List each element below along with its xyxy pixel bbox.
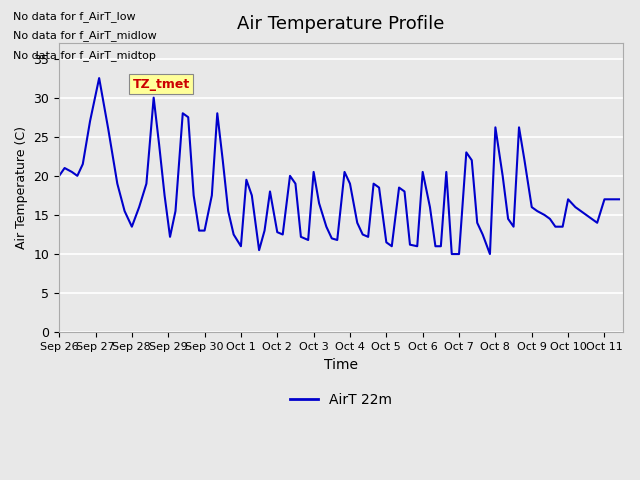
Title: Air Temperature Profile: Air Temperature Profile <box>237 15 445 33</box>
Legend: AirT 22m: AirT 22m <box>284 387 397 412</box>
Y-axis label: Air Temperature (C): Air Temperature (C) <box>15 126 28 249</box>
Text: TZ_tmet: TZ_tmet <box>132 78 189 91</box>
X-axis label: Time: Time <box>324 358 358 372</box>
Text: No data for f_AirT_midlow: No data for f_AirT_midlow <box>13 30 157 41</box>
Text: No data for f_AirT_low: No data for f_AirT_low <box>13 11 136 22</box>
Text: No data for f_AirT_midtop: No data for f_AirT_midtop <box>13 49 156 60</box>
